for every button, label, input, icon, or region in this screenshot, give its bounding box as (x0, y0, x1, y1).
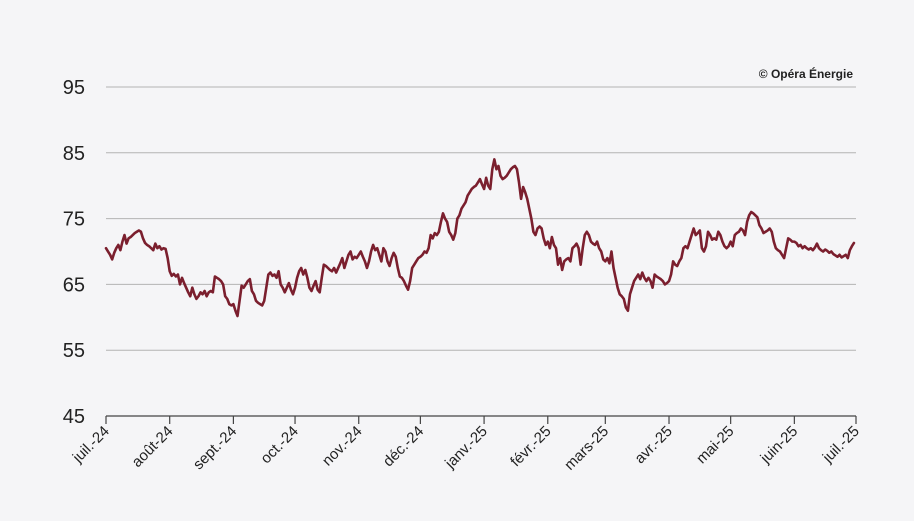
y-tick-label: 55 (63, 340, 85, 362)
axes: 45 55 65 75 85 95 juil.-24 août-24 sept.-24 oct.-… (63, 77, 863, 474)
gridlines (106, 86, 856, 351)
y-tick-label: 95 (63, 77, 85, 99)
x-tick-label: juil.-24 (69, 423, 113, 467)
x-tick-label: mars-25 (561, 423, 612, 474)
series-line-0 (104, 158, 856, 318)
x-tick-label: déc.-24 (380, 423, 427, 470)
x-tick-label: juin-25 (757, 423, 802, 468)
y-tick-label: 75 (63, 209, 85, 231)
x-tick-label: mai-25 (693, 423, 737, 467)
credit-label: © Opéra Énergie (759, 66, 854, 81)
x-tick-label: janv.-25 (441, 423, 491, 473)
y-tick-label: 65 (63, 274, 85, 296)
x-tick-label: avr.-25 (631, 423, 675, 467)
series-layer (104, 158, 856, 318)
x-tick-label: nov.-24 (319, 423, 366, 470)
x-tick-label: août-24 (129, 423, 177, 471)
x-tick-label: oct.-24 (257, 423, 301, 467)
y-tick-label: 45 (63, 406, 85, 428)
x-tick-label: sept.-24 (190, 423, 240, 473)
y-tick-label: 85 (63, 143, 85, 165)
x-tick-label: juil.-25 (819, 423, 863, 467)
x-tick-label: févr.-25 (507, 423, 554, 470)
